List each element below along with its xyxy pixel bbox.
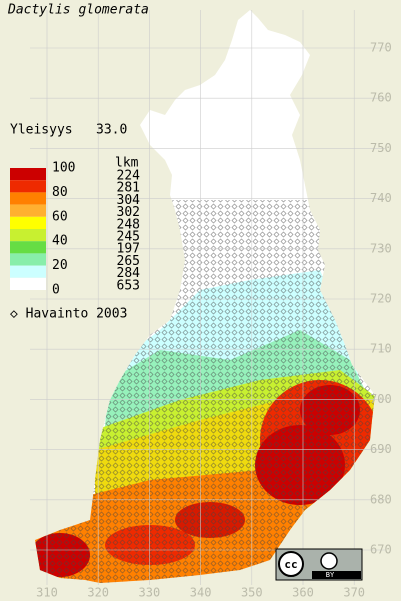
class-count: 284 bbox=[117, 266, 141, 281]
legend-swatch bbox=[10, 216, 46, 229]
x-tick-label: 320 bbox=[87, 586, 109, 600]
frequency-label: Yleisyys bbox=[10, 123, 73, 138]
species-title: Dactylis glomerata bbox=[7, 3, 149, 18]
y-tick-label: 750 bbox=[370, 141, 392, 155]
x-tick-label: 370 bbox=[343, 586, 365, 600]
count-header: lkm bbox=[115, 156, 139, 171]
legend-swatch bbox=[10, 277, 46, 290]
y-tick-label: 730 bbox=[370, 241, 392, 255]
y-tick-label: 670 bbox=[370, 543, 392, 557]
class-count: 197 bbox=[117, 242, 140, 257]
x-tick-label: 340 bbox=[190, 586, 212, 600]
class-count: 265 bbox=[117, 254, 140, 269]
x-tick-label: 360 bbox=[292, 586, 314, 600]
legend-swatch bbox=[10, 229, 46, 242]
class-count: 653 bbox=[117, 278, 140, 293]
legend-swatch bbox=[10, 192, 46, 205]
y-tick-label: 760 bbox=[370, 91, 392, 105]
scale-label: 40 bbox=[52, 234, 68, 249]
y-tick-label: 680 bbox=[370, 492, 392, 506]
legend-swatch bbox=[10, 253, 46, 266]
scale-label: 60 bbox=[52, 209, 68, 224]
y-tick-label: 720 bbox=[370, 292, 392, 306]
by-text: BY bbox=[326, 571, 335, 579]
x-tick-label: 330 bbox=[139, 586, 161, 600]
scale-label: 80 bbox=[52, 185, 68, 200]
x-tick-label: 350 bbox=[241, 586, 263, 600]
class-count: 304 bbox=[117, 193, 141, 208]
scale-label: 100 bbox=[52, 161, 75, 176]
observation-note: ◇ Havainto 2003 bbox=[10, 307, 127, 322]
scale-label: 0 bbox=[52, 283, 60, 298]
y-tick-label: 700 bbox=[370, 392, 392, 406]
class-count: 224 bbox=[117, 169, 141, 184]
frequency-value: 33.0 bbox=[96, 123, 127, 138]
legend-swatch bbox=[10, 180, 46, 193]
cc-text: cc bbox=[284, 558, 297, 571]
y-tick-label: 710 bbox=[370, 342, 392, 356]
y-tick-label: 690 bbox=[370, 442, 392, 456]
legend-swatch bbox=[10, 168, 46, 181]
class-count: 302 bbox=[117, 205, 140, 220]
y-tick-label: 740 bbox=[370, 191, 392, 205]
y-tick-label: 770 bbox=[370, 41, 392, 55]
grid bbox=[30, 10, 385, 585]
class-count: 245 bbox=[117, 230, 140, 245]
scale-label: 20 bbox=[52, 258, 68, 273]
x-tick-label: 310 bbox=[36, 586, 58, 600]
legend-swatch bbox=[10, 265, 46, 278]
legend-swatch bbox=[10, 241, 46, 254]
class-count: 248 bbox=[117, 217, 140, 232]
class-count: 281 bbox=[117, 181, 140, 196]
license-badge: cc BY bbox=[275, 548, 363, 581]
legend-swatch bbox=[10, 204, 46, 217]
